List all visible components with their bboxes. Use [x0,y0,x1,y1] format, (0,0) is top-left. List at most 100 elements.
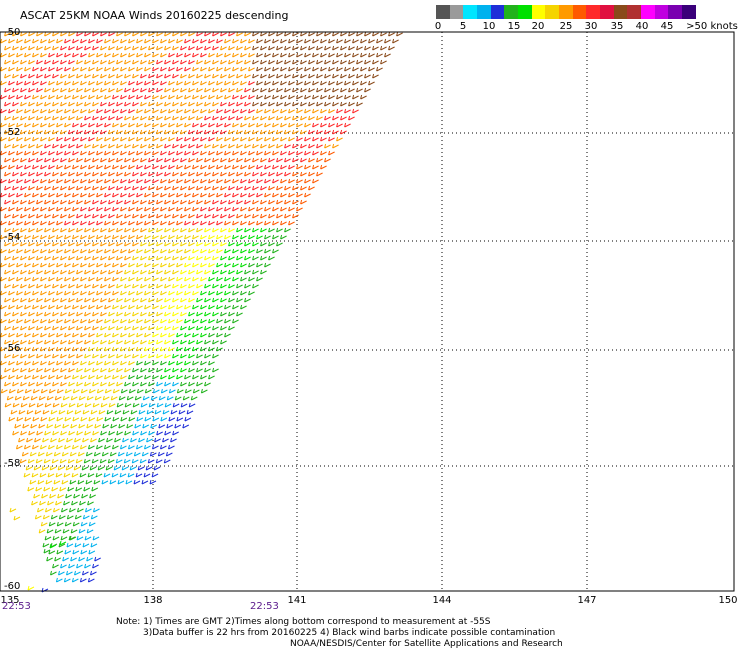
wind-barb [44,31,51,37]
wind-barb [4,227,11,233]
wind-barb [32,388,40,394]
wind-barb [88,136,95,142]
wind-barb [200,80,207,86]
wind-barb [56,234,63,240]
wind-barb [100,255,107,261]
wind-barb [96,262,103,268]
wind-barb [132,381,139,387]
wind-barb [88,521,96,527]
wind-barb [332,115,339,121]
wind-barb [136,332,143,338]
wind-barb [52,129,59,135]
wind-barb [136,444,143,450]
wind-barb [28,87,35,93]
wind-barb [108,367,115,373]
wind-barb [124,227,131,233]
wind-barb [26,437,33,443]
wind-barb [100,31,107,37]
wind-barb [20,115,27,121]
wind-barb [61,479,69,485]
wind-barb [228,283,235,289]
wind-barb [204,381,211,387]
wind-barb [24,276,31,282]
wind-barb [28,339,35,345]
wind-barb [4,101,11,107]
wind-barb [28,199,35,205]
wind-barb [148,171,155,177]
wind-barb [160,206,167,212]
wind-barb [104,38,111,44]
wind-barb [268,227,275,233]
wind-barb [228,255,235,261]
wind-barb [204,213,211,219]
wind-barb [292,73,299,79]
wind-barb [152,374,159,380]
wind-barb [368,80,375,86]
wind-barb [20,269,27,275]
wind-barb [220,73,227,79]
wind-barb [184,290,191,296]
wind-barb [280,66,287,72]
wind-barb [196,129,203,135]
wind-barb [224,290,231,296]
wind-barb [188,367,195,373]
wind-barb [92,353,99,359]
wind-barb [260,157,267,163]
wind-barb [16,416,24,422]
wind-barb [60,311,67,317]
wind-barb [36,269,43,275]
wind-barb [4,241,11,247]
wind-barb [372,31,379,37]
wind-barb [204,143,211,149]
wind-barb [156,101,163,107]
wind-barb [112,108,119,114]
wind-barb [256,248,263,254]
wind-barb [228,241,235,247]
wind-barb [56,150,63,156]
wind-barb [200,248,207,254]
wind-barb [72,38,79,44]
wind-barb [288,52,295,58]
wind-barb [216,150,223,156]
wind-barb [32,150,39,156]
wind-barb [44,255,51,261]
wind-barb [172,353,179,359]
wind-barb [216,262,223,268]
wind-barb [132,241,139,247]
wind-barb [48,122,55,128]
wind-barb [152,290,159,296]
wind-barb [64,276,71,282]
wind-barb [212,241,219,247]
wind-barb [176,108,183,114]
wind-barb [86,556,93,562]
wind-barb [76,297,83,303]
wind-barb [160,248,167,254]
wind-barb [176,304,183,310]
wind-barb [244,269,251,275]
wind-barb [52,87,59,93]
wind-barb [384,38,391,44]
wind-barb [80,262,87,268]
wind-barb [88,122,95,128]
wind-barb [180,185,187,191]
wind-barb [244,297,251,303]
wind-barb [60,255,67,261]
wind-barb [140,171,147,177]
wind-barb [20,297,27,303]
wind-barb [280,108,287,114]
wind-barb [252,269,259,275]
wind-barb [260,115,267,121]
wind-barb [316,129,323,135]
wind-barb [48,38,55,44]
wind-barb [68,353,75,359]
wind-barb [100,325,107,331]
wind-barb [148,59,155,65]
wind-barb [116,45,123,51]
wind-barb [0,318,7,324]
wind-barb [155,458,163,464]
wind-barb [280,94,287,100]
wind-barb [24,248,31,254]
wind-barb [292,31,299,37]
wind-barb [36,185,43,191]
wind-barb [136,304,143,310]
